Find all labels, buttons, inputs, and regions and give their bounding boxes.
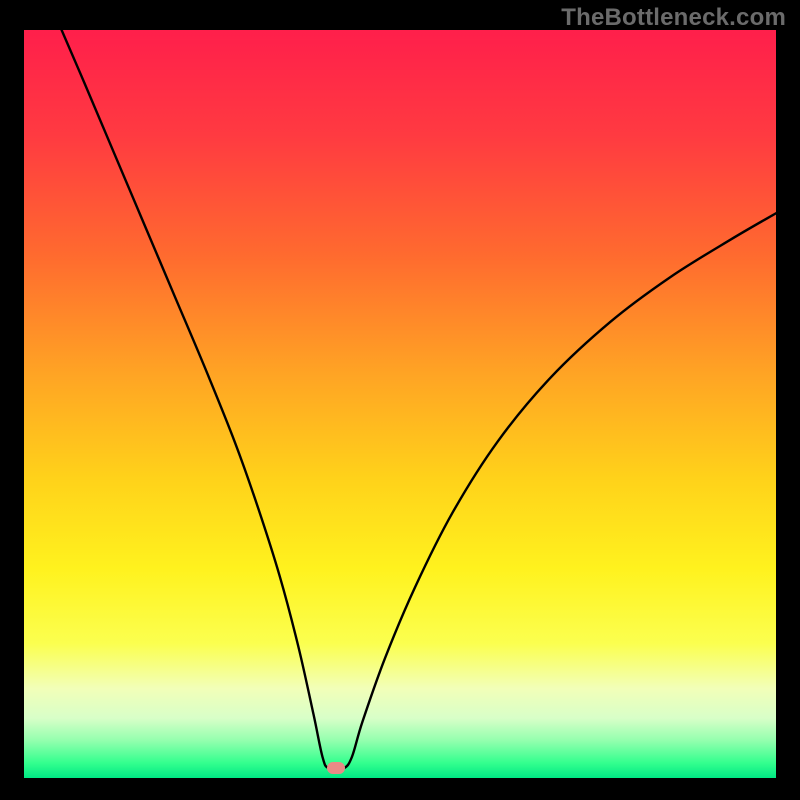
curve-path bbox=[62, 30, 776, 770]
minimum-marker bbox=[327, 762, 345, 774]
chart-canvas: TheBottleneck.com bbox=[0, 0, 800, 800]
plot-area bbox=[24, 30, 776, 778]
bottleneck-curve bbox=[24, 30, 776, 778]
watermark-text: TheBottleneck.com bbox=[561, 4, 786, 32]
